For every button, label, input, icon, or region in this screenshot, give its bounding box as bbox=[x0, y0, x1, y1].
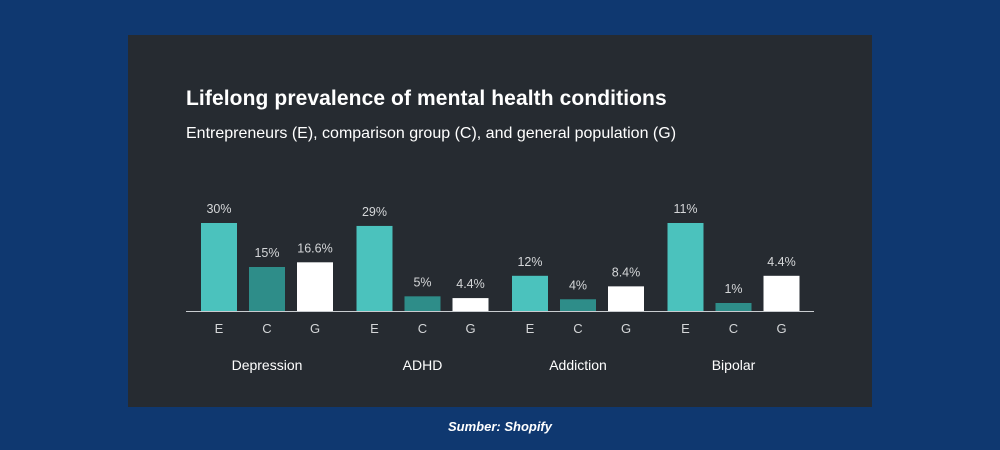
data-label: 5% bbox=[413, 275, 431, 289]
bar-bipolar-c bbox=[715, 303, 752, 311]
bar-tick-label: E bbox=[526, 321, 535, 336]
source-caption: Sumber: Shopify bbox=[447, 419, 552, 434]
bar-tick-label: E bbox=[370, 321, 379, 336]
data-label: 16.6% bbox=[297, 241, 332, 255]
bar-depression-e bbox=[201, 223, 237, 311]
bar-adhd-c bbox=[404, 296, 441, 311]
bar-adhd-e bbox=[356, 225, 393, 311]
bar-addiction-e bbox=[512, 275, 548, 311]
data-label: 30% bbox=[206, 202, 231, 216]
data-label: 4.4% bbox=[767, 255, 796, 269]
data-label: 4.4% bbox=[456, 277, 485, 291]
data-label: 8.4% bbox=[612, 265, 641, 279]
bar-tick-label: C bbox=[573, 321, 582, 336]
bar-tick-label: E bbox=[215, 321, 224, 336]
chart-subtitle: Entrepreneurs (E), comparison group (C),… bbox=[186, 125, 677, 142]
bar-tick-label: E bbox=[681, 321, 690, 336]
chart-card: Lifelong prevalence of mental health con… bbox=[128, 35, 872, 407]
category-label: ADHD bbox=[403, 357, 443, 373]
bar-bipolar-e bbox=[667, 223, 704, 311]
data-label: 29% bbox=[362, 205, 387, 219]
bar-tick-label: C bbox=[418, 321, 427, 336]
bar-tick-label: G bbox=[310, 321, 320, 336]
bar-tick-label: C bbox=[262, 321, 271, 336]
category-label: Depression bbox=[232, 357, 303, 373]
bar-addiction-g bbox=[608, 286, 644, 311]
data-label: 12% bbox=[517, 255, 542, 269]
data-label: 4% bbox=[569, 278, 587, 292]
bar-tick-label: G bbox=[621, 321, 631, 336]
bar-adhd-g bbox=[452, 298, 489, 311]
bar-addiction-c bbox=[560, 299, 596, 311]
bar-tick-label: G bbox=[776, 321, 786, 336]
data-label: 11% bbox=[673, 202, 697, 216]
bar-tick-label: G bbox=[465, 321, 475, 336]
data-label: 1% bbox=[724, 282, 742, 296]
chart-title: Lifelong prevalence of mental health con… bbox=[186, 87, 667, 110]
bar-depression-c bbox=[249, 267, 285, 311]
bar-tick-label: C bbox=[729, 321, 738, 336]
bar-bipolar-g bbox=[763, 275, 800, 311]
category-label: Addiction bbox=[549, 357, 607, 373]
data-label: 15% bbox=[254, 246, 279, 260]
bar-depression-g bbox=[297, 262, 333, 311]
category-label: Bipolar bbox=[712, 357, 756, 373]
bar-chart: 30% E 15% C 16.6% G Depression 29% E 5% C 4.4% G ADHD… bbox=[186, 202, 814, 373]
